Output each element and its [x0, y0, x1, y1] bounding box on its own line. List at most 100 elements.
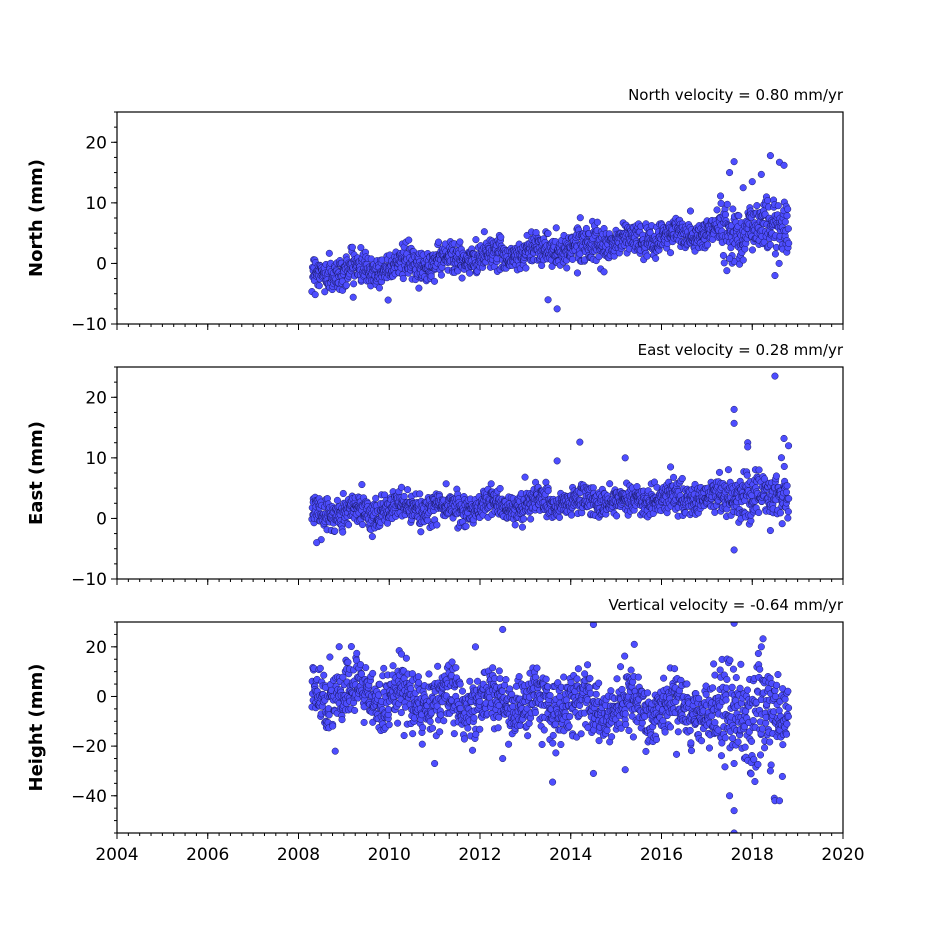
data-point [753, 202, 761, 210]
data-point [775, 259, 783, 267]
data-point [721, 734, 729, 742]
y-tick-label: −20 [71, 737, 107, 757]
outlier-point [771, 372, 779, 380]
data-point [358, 521, 367, 529]
data-point [372, 494, 380, 502]
data-point [326, 653, 334, 661]
outlier-point [730, 759, 738, 768]
data-point [687, 739, 695, 747]
data-point [315, 282, 323, 290]
data-point [357, 244, 365, 252]
data-point [660, 674, 668, 682]
data-point [321, 288, 329, 296]
data-point [781, 695, 789, 703]
data-point [472, 730, 480, 738]
data-point [397, 709, 405, 717]
data-point [573, 675, 581, 683]
data-point [779, 741, 787, 749]
data-point [634, 673, 642, 681]
data-point [515, 673, 523, 681]
data-point [511, 521, 519, 529]
data-point [584, 661, 592, 669]
data-point [532, 673, 540, 681]
x-tick-label: 2006 [186, 845, 229, 865]
outlier-point [589, 622, 597, 629]
data-point [450, 730, 458, 738]
outlier-point [621, 454, 629, 462]
data-point [704, 241, 712, 249]
outlier-point [730, 829, 738, 833]
data-point [767, 761, 775, 769]
y-tick-label: 10 [85, 449, 107, 469]
x-tick-label: 2014 [549, 845, 592, 865]
data-point [428, 724, 437, 732]
data-point [782, 488, 791, 496]
data-point [740, 723, 748, 731]
data-point [622, 720, 630, 729]
data-point [773, 681, 781, 689]
data-point [456, 238, 464, 246]
y-tick-label: 20 [85, 638, 107, 658]
data-point [360, 718, 368, 727]
data-point [400, 731, 408, 740]
data-point [726, 656, 734, 664]
data-point [756, 665, 764, 673]
data-point [695, 694, 703, 703]
data-point [643, 689, 652, 697]
data-point [404, 486, 412, 494]
data-point [338, 716, 346, 724]
data-point [729, 205, 737, 213]
data-point [714, 726, 722, 734]
data-point [617, 724, 625, 732]
data-point [729, 665, 738, 673]
data-point [722, 696, 730, 704]
data-point [427, 272, 435, 280]
data-point [533, 664, 541, 672]
outlier-point [730, 546, 738, 554]
points-height [308, 622, 793, 833]
data-point [448, 658, 456, 666]
outlier-point [757, 643, 765, 651]
data-point [716, 666, 724, 674]
outlier-point [630, 640, 638, 648]
outlier-point [730, 622, 738, 627]
data-point [489, 664, 497, 672]
data-point [426, 717, 434, 725]
data-point [608, 733, 616, 741]
data-point [625, 727, 633, 735]
data-point [672, 750, 681, 758]
data-point [661, 728, 669, 736]
data-point [643, 252, 651, 260]
data-point [462, 522, 470, 530]
y-tick-label: 10 [85, 194, 107, 214]
outlier-point [748, 178, 756, 186]
outlier-point [553, 305, 561, 313]
data-point [652, 254, 660, 262]
data-point [721, 211, 730, 219]
data-point [505, 740, 513, 748]
data-point [544, 487, 552, 495]
data-point [573, 269, 581, 277]
data-point [464, 724, 472, 732]
x-tick-label: 2012 [458, 845, 501, 865]
data-point [711, 508, 719, 516]
data-point [531, 709, 539, 717]
data-point [717, 752, 726, 760]
data-point [717, 199, 725, 207]
data-point [782, 730, 791, 738]
data-point [567, 678, 575, 687]
data-point [434, 662, 442, 670]
data-point [434, 238, 443, 246]
data-point [345, 521, 353, 529]
outlier-point [766, 767, 774, 775]
data-point [368, 533, 376, 541]
data-point [674, 728, 682, 736]
outlier-point [780, 434, 788, 443]
data-point [783, 212, 791, 220]
data-point [339, 489, 347, 498]
data-point [495, 667, 503, 675]
x-tick-label: 2016 [640, 845, 683, 865]
data-point [566, 712, 574, 721]
